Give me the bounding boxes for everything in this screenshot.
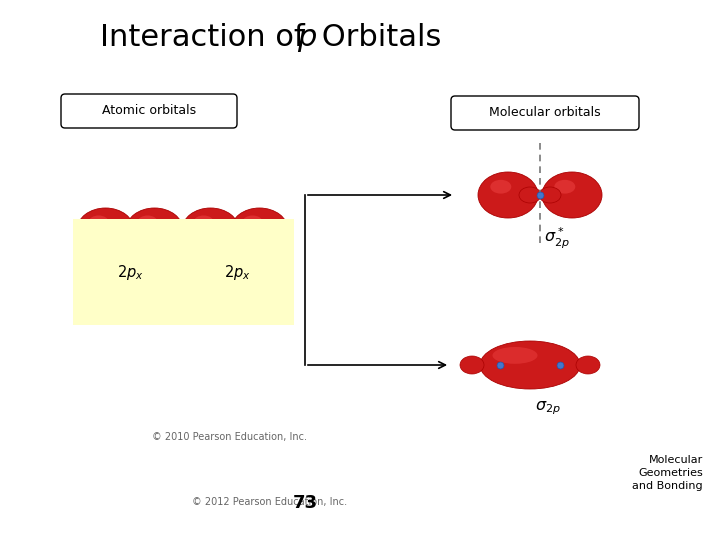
Ellipse shape bbox=[480, 341, 580, 389]
Ellipse shape bbox=[542, 172, 602, 218]
Text: Orbitals: Orbitals bbox=[312, 24, 441, 52]
Ellipse shape bbox=[194, 215, 214, 228]
Text: Molecular orbitals: Molecular orbitals bbox=[489, 106, 600, 119]
Ellipse shape bbox=[576, 356, 600, 374]
Text: © 2012 Pearson Education, Inc.: © 2012 Pearson Education, Inc. bbox=[192, 497, 348, 507]
Text: $2p_x$: $2p_x$ bbox=[117, 262, 143, 281]
Ellipse shape bbox=[77, 208, 134, 252]
Ellipse shape bbox=[460, 356, 484, 374]
Ellipse shape bbox=[554, 180, 575, 194]
Text: Molecular: Molecular bbox=[649, 455, 703, 465]
Text: $2p_x$: $2p_x$ bbox=[224, 262, 251, 281]
Ellipse shape bbox=[126, 208, 183, 252]
Text: Interaction of: Interaction of bbox=[100, 24, 315, 52]
Ellipse shape bbox=[182, 208, 239, 252]
Text: 73: 73 bbox=[292, 494, 318, 512]
Ellipse shape bbox=[519, 187, 541, 203]
Ellipse shape bbox=[89, 215, 109, 228]
Text: Geometries: Geometries bbox=[638, 468, 703, 478]
Ellipse shape bbox=[539, 187, 561, 203]
Text: p: p bbox=[297, 24, 316, 52]
Text: $\sigma_{2p}$: $\sigma_{2p}$ bbox=[535, 399, 561, 417]
Text: $\sigma^*_{2p}$: $\sigma^*_{2p}$ bbox=[544, 226, 570, 251]
Ellipse shape bbox=[490, 180, 511, 194]
FancyBboxPatch shape bbox=[61, 94, 237, 128]
Ellipse shape bbox=[243, 215, 263, 228]
Ellipse shape bbox=[138, 215, 158, 228]
Ellipse shape bbox=[231, 208, 288, 252]
Text: and Bonding: and Bonding bbox=[632, 481, 703, 491]
Ellipse shape bbox=[492, 347, 538, 364]
Text: Atomic orbitals: Atomic orbitals bbox=[102, 105, 196, 118]
FancyBboxPatch shape bbox=[451, 96, 639, 130]
Ellipse shape bbox=[478, 172, 538, 218]
Text: © 2010 Pearson Education, Inc.: © 2010 Pearson Education, Inc. bbox=[153, 432, 307, 442]
